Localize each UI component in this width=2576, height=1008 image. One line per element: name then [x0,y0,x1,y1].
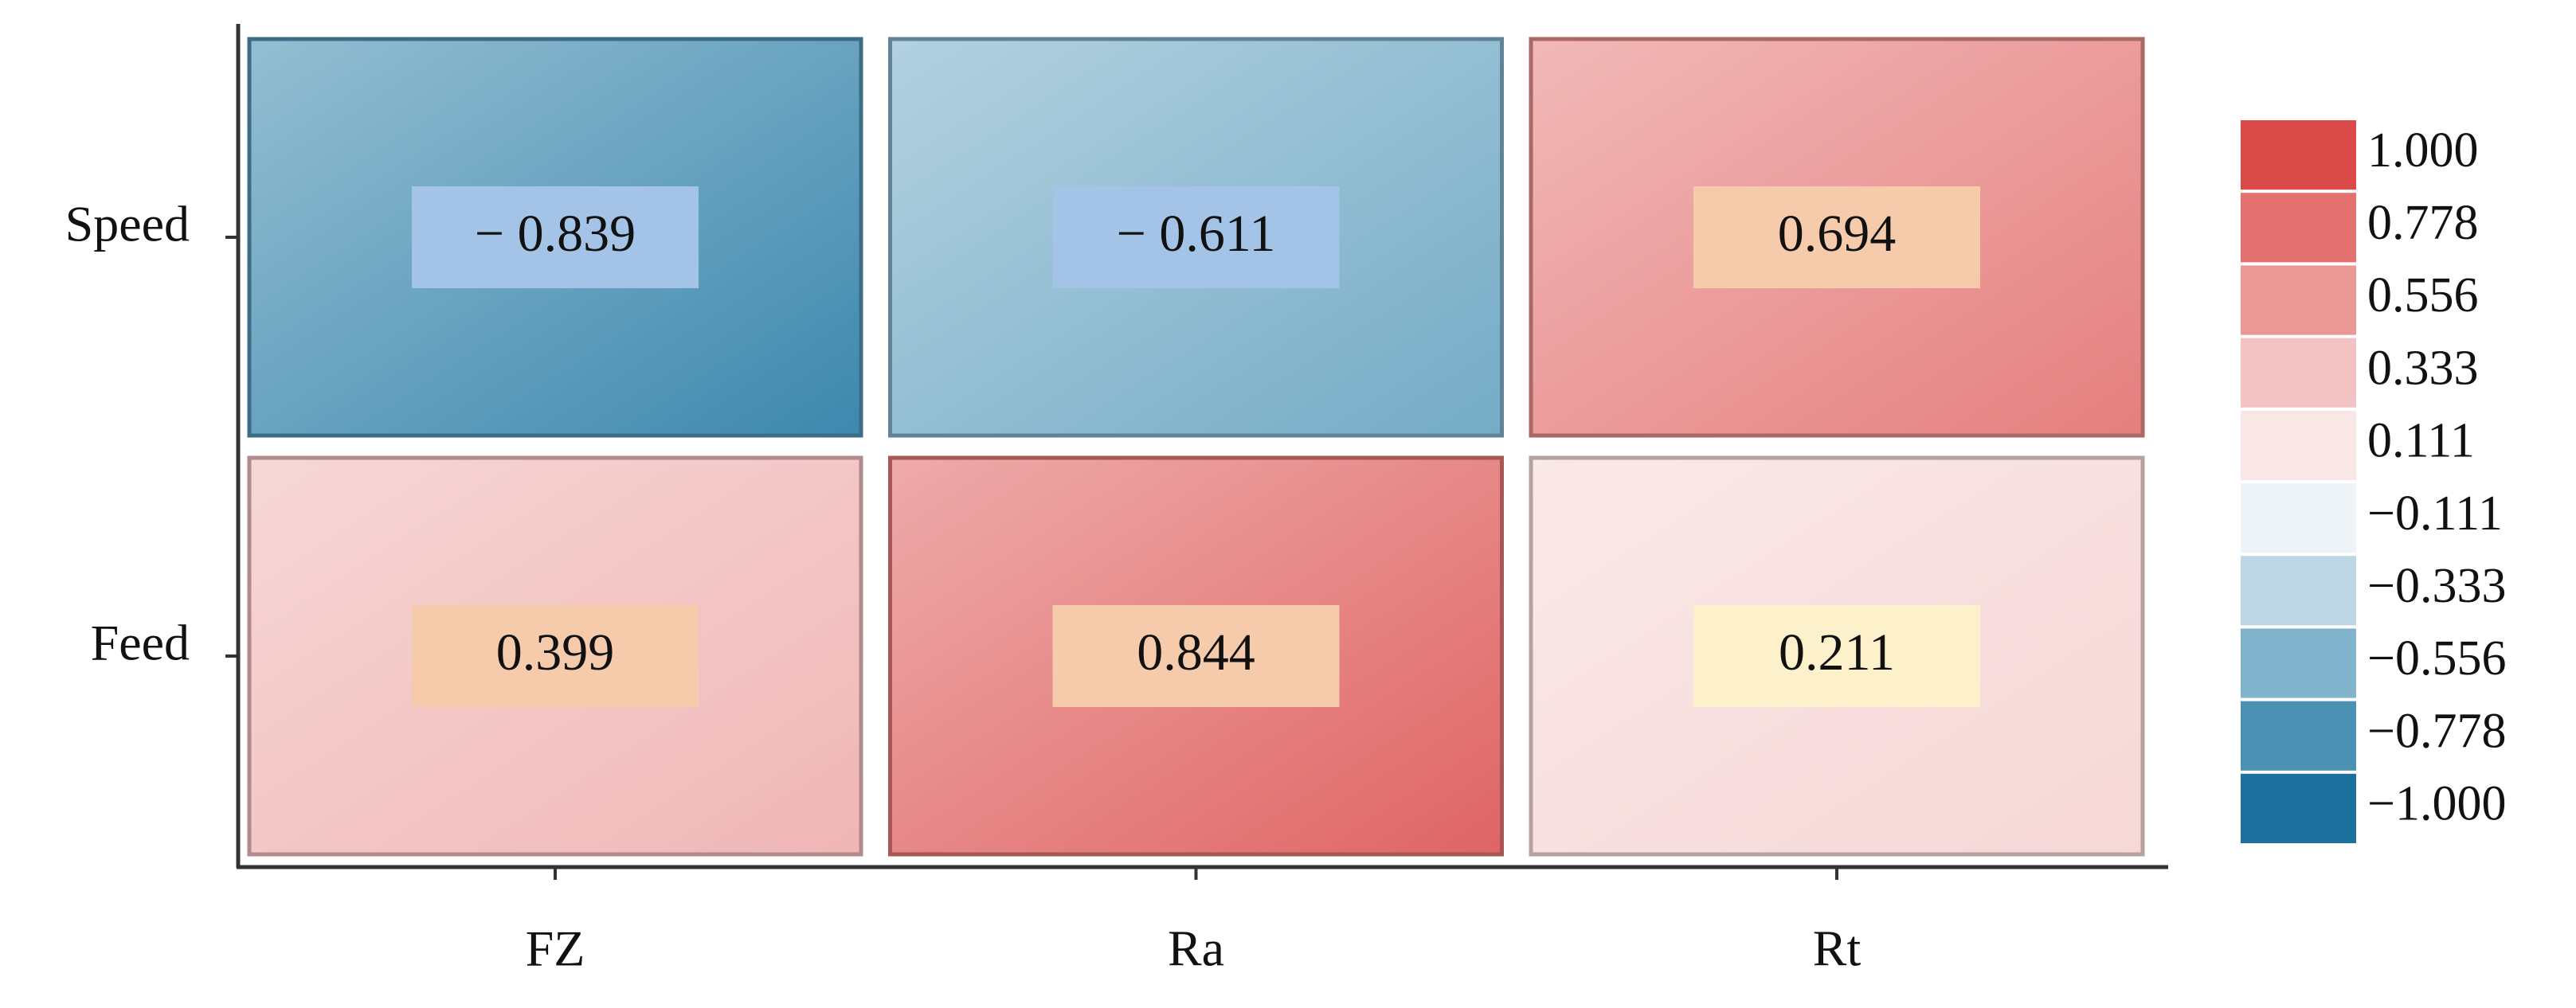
value-label-box [1052,605,1340,707]
legend-swatch [2241,628,2356,698]
legend-label: −1.000 [2367,777,2506,831]
legend-label: 1.000 [2367,123,2479,178]
value-label: − 0.611 [1117,205,1276,263]
legend-swatch [2241,556,2356,626]
legend-swatch [2241,773,2356,843]
value-label: − 0.839 [475,205,636,263]
legend-label: 0.778 [2367,196,2479,250]
legend-label: −0.333 [2367,559,2506,613]
value-label: 0.399 [496,623,615,682]
legend-swatch [2241,265,2356,335]
legend-swatch [2241,483,2356,553]
value-label: 0.844 [1137,623,1255,682]
value-label-box [1052,186,1340,288]
legend-swatch [2241,338,2356,408]
value-label-box [412,186,699,288]
x-tick-label: Ra [1168,920,1224,977]
legend-label: 0.556 [2367,268,2479,322]
value-label: 0.694 [1778,205,1897,263]
legend-swatch [2241,193,2356,263]
legend-label: 0.333 [2367,341,2479,395]
legend-label: −0.556 [2367,631,2506,686]
x-tick-label: Rt [1813,920,1862,977]
legend-label: −0.111 [2367,486,2503,541]
value-label-box [1693,605,1980,707]
value-label-box [1693,186,1980,288]
legend-label: 0.111 [2367,414,2475,468]
value-label: 0.211 [1779,623,1895,682]
x-tick-label: FZ [526,920,585,977]
y-tick-label: Speed [65,196,190,252]
legend-swatch [2241,410,2356,480]
legend-swatch [2241,120,2356,190]
y-tick-label: Feed [91,615,190,671]
legend-label: −0.778 [2367,704,2506,758]
value-label-box [412,605,699,707]
legend-swatch [2241,701,2356,771]
